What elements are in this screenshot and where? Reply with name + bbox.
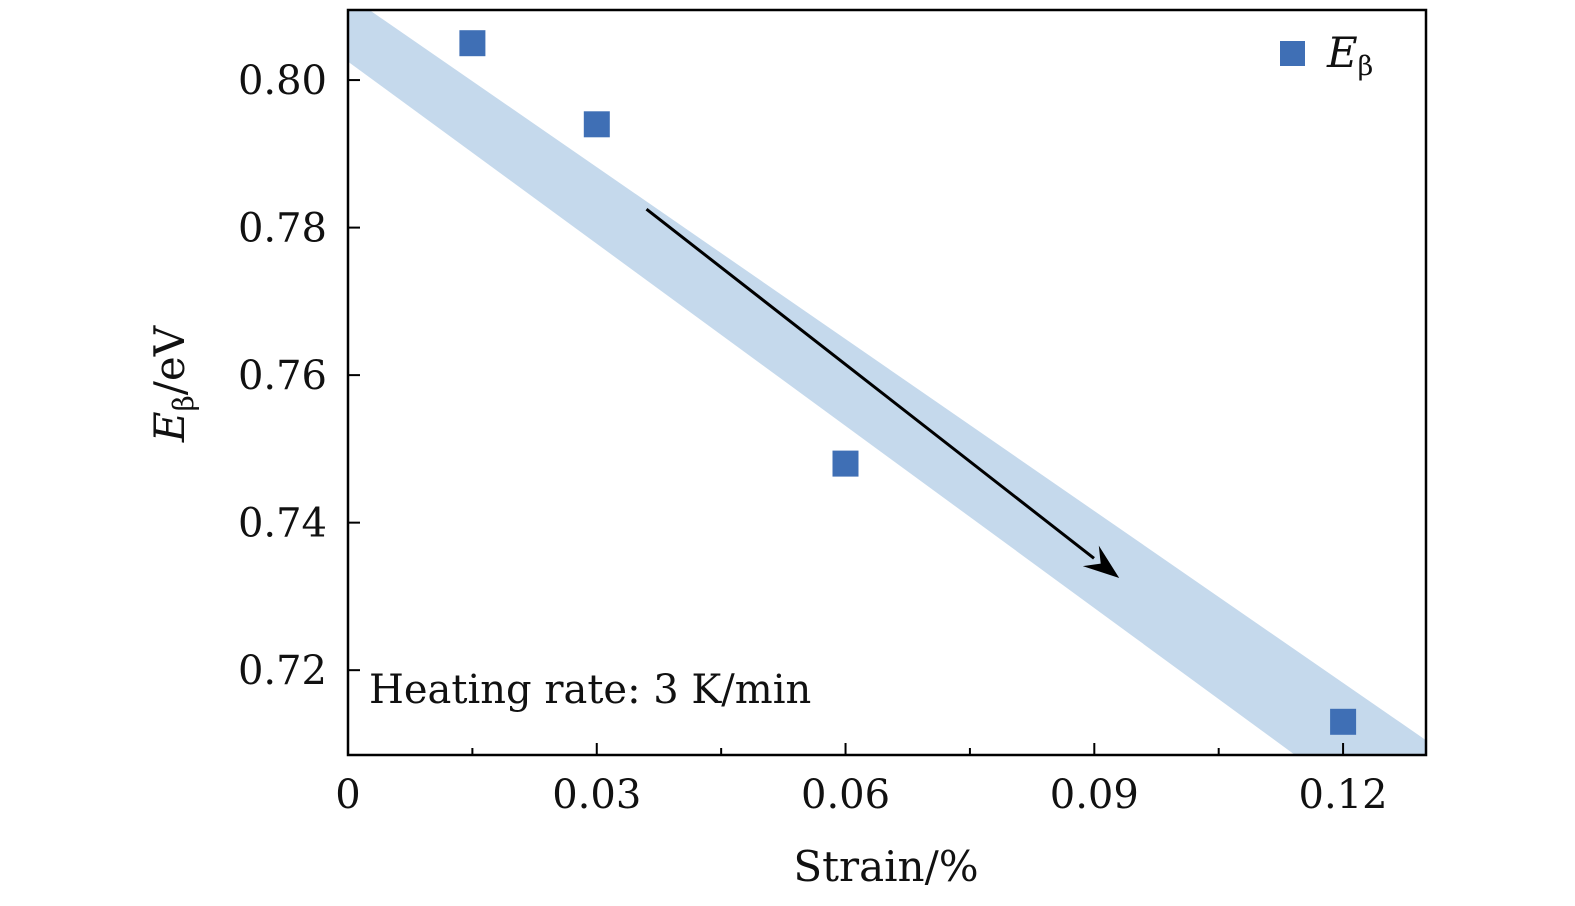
data-points	[459, 30, 1357, 735]
legend-label-sub: β	[1358, 51, 1374, 82]
y-axis-label-main: E	[145, 411, 194, 443]
x-tick-label: 0.03	[552, 772, 641, 818]
data-point	[1330, 708, 1357, 735]
data-point	[583, 111, 610, 138]
y-tick-label: 0.74	[238, 501, 327, 547]
y-axis-label: Eβ/eV	[145, 325, 200, 443]
svg-text:Eβ/eV: Eβ/eV	[145, 325, 200, 443]
y-axis-label-sub: β	[167, 395, 200, 411]
plot-frame	[346, 8, 1428, 757]
x-tick-label: 0.06	[801, 772, 890, 818]
trend-arrow-head	[1082, 545, 1120, 578]
legend-label-main: E	[1326, 28, 1358, 77]
y-axis: 0.72 0.74 0.76 0.78 0.80	[238, 58, 360, 694]
heating-rate-annotation: Heating rate: 3 K/min	[369, 667, 811, 713]
y-tick-label: 0.76	[238, 353, 327, 399]
data-point	[459, 30, 486, 57]
y-tick-label: 0.72	[238, 648, 327, 694]
x-axis: 0 0.03 0.06 0.09 0.12	[335, 743, 1388, 818]
data-point	[832, 450, 859, 477]
trend-band	[348, 10, 1426, 755]
legend: Eβ	[1280, 28, 1373, 82]
legend-label: Eβ	[1326, 28, 1373, 82]
plot-area	[348, 10, 1426, 755]
y-tick-label: 0.80	[238, 58, 327, 104]
y-axis-label-unit: /eV	[145, 325, 194, 395]
x-tick-label: 0.09	[1050, 772, 1139, 818]
x-tick-label: 0.12	[1299, 772, 1388, 818]
legend-marker	[1280, 41, 1305, 66]
trend-arrow	[645, 208, 1095, 560]
x-axis-label: Strain/%	[793, 842, 978, 891]
y-tick-label: 0.78	[238, 206, 327, 252]
x-tick-label: 0	[335, 772, 360, 818]
